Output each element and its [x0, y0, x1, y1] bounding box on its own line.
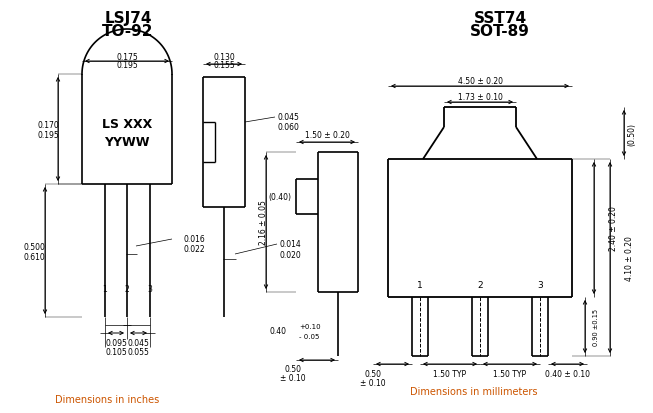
Text: 2: 2: [125, 285, 129, 294]
Text: 0.055: 0.055: [127, 348, 150, 357]
Text: 0.045: 0.045: [278, 113, 300, 122]
Text: +0.10: +0.10: [299, 323, 321, 329]
Text: 0.095: 0.095: [105, 339, 127, 348]
Text: 1.50 TYP: 1.50 TYP: [434, 370, 466, 379]
Text: 3: 3: [148, 285, 152, 294]
Text: 1.73 ± 0.10: 1.73 ± 0.10: [458, 92, 502, 101]
Text: 0.170: 0.170: [37, 121, 59, 130]
Text: 0.130: 0.130: [213, 53, 235, 62]
Text: 0.40 ± 0.10: 0.40 ± 0.10: [545, 370, 590, 379]
Text: 0.014: 0.014: [280, 240, 302, 249]
Text: YYWW: YYWW: [104, 136, 150, 149]
Text: SST74: SST74: [473, 10, 526, 26]
Text: 0.610: 0.610: [23, 252, 45, 261]
Text: TO-92: TO-92: [103, 24, 153, 39]
Text: ± 0.10: ± 0.10: [360, 379, 386, 387]
Text: Dimensions in millimeters: Dimensions in millimeters: [410, 386, 537, 396]
Text: 0.175: 0.175: [116, 52, 138, 62]
Text: 0.50: 0.50: [285, 365, 302, 374]
Text: LSJ74: LSJ74: [104, 10, 151, 26]
Text: 0.195: 0.195: [116, 60, 138, 69]
Text: 0.40: 0.40: [269, 327, 286, 336]
Text: 0.045: 0.045: [127, 339, 150, 348]
Text: 0.50: 0.50: [364, 370, 381, 379]
Text: 2: 2: [477, 281, 483, 290]
Text: 0.020: 0.020: [280, 250, 302, 259]
Text: 4.50 ± 0.20: 4.50 ± 0.20: [458, 76, 503, 85]
Text: 0.016: 0.016: [183, 235, 205, 244]
Text: 2.16 ± 0.05: 2.16 ± 0.05: [259, 200, 268, 245]
Text: 2.40 ± 0.20: 2.40 ± 0.20: [609, 206, 618, 251]
Text: 1: 1: [417, 281, 423, 290]
Text: 0.155: 0.155: [213, 62, 235, 70]
Text: 4.10 ± 0.20: 4.10 ± 0.20: [626, 235, 635, 280]
Text: 0.500: 0.500: [23, 242, 45, 252]
Text: 0.90 ±0.15: 0.90 ±0.15: [593, 308, 599, 345]
Text: (0.40): (0.40): [268, 192, 291, 202]
Text: 0.105: 0.105: [105, 348, 127, 357]
Text: 0.022: 0.022: [183, 245, 204, 254]
Text: 1.50 ± 0.20: 1.50 ± 0.20: [304, 131, 349, 140]
Text: Dimensions in inches: Dimensions in inches: [55, 394, 159, 404]
Text: - 0.05: - 0.05: [299, 333, 319, 339]
Text: 0.195: 0.195: [37, 131, 59, 140]
Text: 0.060: 0.060: [278, 122, 300, 131]
Text: (0.50): (0.50): [628, 122, 637, 145]
Text: 1: 1: [103, 285, 107, 294]
Text: 1.50 TYP: 1.50 TYP: [494, 370, 526, 379]
Text: ± 0.10: ± 0.10: [280, 374, 306, 382]
Text: 3: 3: [537, 281, 543, 290]
Text: SOT-89: SOT-89: [470, 24, 530, 39]
Text: LS XXX: LS XXX: [102, 118, 152, 131]
